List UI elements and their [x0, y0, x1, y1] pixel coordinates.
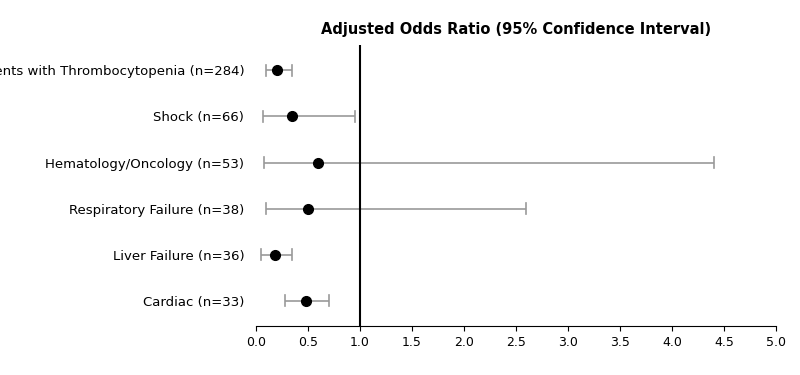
Title: Adjusted Odds Ratio (95% Confidence Interval): Adjusted Odds Ratio (95% Confidence Inte… — [321, 22, 711, 37]
